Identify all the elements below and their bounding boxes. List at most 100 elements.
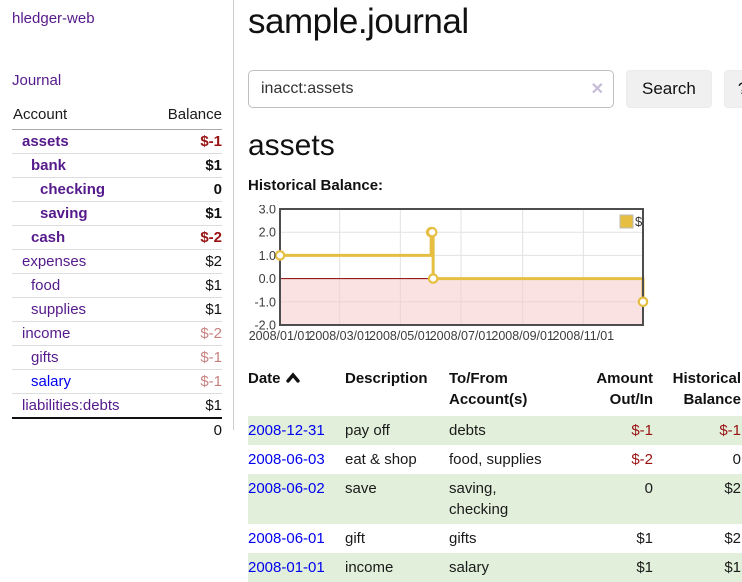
transaction-description: pay off xyxy=(345,416,449,445)
column-header-description: Description xyxy=(345,370,428,387)
transaction-accounts: debts xyxy=(449,416,581,445)
svg-text:2008/05/01: 2008/05/01 xyxy=(369,329,432,343)
sidebar-item-journal[interactable]: Journal xyxy=(12,72,62,89)
help-button[interactable]: ? xyxy=(723,70,742,108)
transaction-amount: $-1 xyxy=(581,416,661,445)
search-input[interactable] xyxy=(248,70,614,108)
sidebar-account-cash[interactable]: cash xyxy=(31,229,66,246)
transaction-description: eat & shop xyxy=(345,451,417,468)
accounts-total-row: 0 xyxy=(12,417,222,442)
svg-text:$: $ xyxy=(635,214,643,229)
transaction-balance: $-1 xyxy=(661,416,742,445)
sidebar-divider xyxy=(233,0,234,430)
transactions-body: 2008-12-31 pay off debts $-1 $-1 2008-06-03 ea… xyxy=(248,416,742,582)
account-balance: $1 xyxy=(150,297,222,322)
sidebar-account-supplies[interactable]: supplies xyxy=(31,301,87,318)
account-row: liabilities:debts $1 xyxy=(12,393,222,419)
app-title-link[interactable]: hledger-web xyxy=(12,10,95,27)
spacer-cell xyxy=(12,417,151,442)
clear-search-icon[interactable]: ✕ xyxy=(590,81,604,98)
svg-text:-1.0: -1.0 xyxy=(254,295,276,309)
transaction-date-cell: 2008-06-03 xyxy=(248,445,345,474)
chart-canvas[interactable]: $3.0 2.0 1.0 0.0 -1.0 -2.02008/01/012008/03/0… xyxy=(248,203,718,345)
main-content: sample.journal ✕ Search ? assets Histori… xyxy=(248,0,742,582)
transaction-date-link[interactable]: 2008-06-03 xyxy=(248,451,325,468)
transactions-header-row: Date Description To/From Account(s) Amount Ou… xyxy=(248,366,742,416)
transaction-date-link[interactable]: 2008-06-02 xyxy=(248,480,325,497)
svg-text:0.0: 0.0 xyxy=(259,272,276,286)
transaction-accounts: salary xyxy=(449,553,581,582)
svg-text:2008/07/01: 2008/07/01 xyxy=(430,329,493,343)
transaction-accounts: gifts xyxy=(449,530,477,547)
transaction-description: save xyxy=(345,474,449,524)
sidebar-account-saving[interactable]: saving xyxy=(40,205,88,222)
svg-text:2008/03/01: 2008/03/01 xyxy=(308,329,371,343)
transaction-description: gift xyxy=(345,530,366,547)
svg-text:2.0: 2.0 xyxy=(259,226,276,240)
search-box: ✕ xyxy=(248,70,614,108)
balance-chart[interactable]: $3.0 2.0 1.0 0.0 -1.0 -2.0 2008/01/01 2008/03/0… xyxy=(248,203,742,350)
svg-text:-2.0: -2.0 xyxy=(254,319,276,333)
account-row: checking 0 xyxy=(12,177,222,202)
transaction-description: income xyxy=(345,553,449,582)
sidebar-account-checking[interactable]: checking xyxy=(40,181,106,198)
column-header-amount-out/in: Amount Out/In xyxy=(596,370,653,408)
transaction-row: 2008-06-02 save saving, checking 0 $2 xyxy=(248,474,742,524)
transaction-amount: $-2 xyxy=(631,451,653,468)
sidebar: hledger-web Journal Account Balance asse… xyxy=(0,0,233,442)
accounts-table-body: assets $-1 bank $1 checking 0 saving $1 cash $-2 e… xyxy=(12,129,222,419)
transaction-row: 2008-12-31 pay off debts $-1 $-1 xyxy=(248,416,742,445)
search-button[interactable]: Search xyxy=(626,70,712,108)
column-header-date[interactable]: Date xyxy=(248,366,345,416)
accounts-table-header: Account Balance xyxy=(12,103,222,130)
sidebar-account-assets[interactable]: assets xyxy=(22,133,69,150)
transaction-date-link[interactable]: 2008-06-01 xyxy=(248,530,325,547)
transaction-balance: $2 xyxy=(661,474,742,524)
search-form: ✕ Search ? xyxy=(248,70,742,108)
account-balance: $-1 xyxy=(150,129,222,154)
account-balance: 0 xyxy=(150,177,222,202)
svg-text:2008/01/01: 2008/01/01 xyxy=(249,329,312,343)
transaction-accounts: saving, checking xyxy=(449,474,581,524)
account-heading: assets xyxy=(248,129,335,162)
account-balance: $2 xyxy=(150,249,222,274)
transaction-date-cell: 2008-06-01 xyxy=(248,524,345,553)
transaction-date-cell: 2008-06-02 xyxy=(248,474,345,524)
transaction-date-link[interactable]: 2008-01-01 xyxy=(248,559,325,576)
sidebar-account-liabilities-debts[interactable]: liabilities:debts xyxy=(22,397,120,414)
svg-text:2008/11/01: 2008/11/01 xyxy=(553,329,615,343)
transaction-accounts: food, supplies xyxy=(449,451,542,468)
account-balance: $1 xyxy=(150,393,222,419)
transaction-row: 2008-06-03 eat & shop food, supplies $-2 0 xyxy=(248,445,742,474)
accounts-table: Account Balance assets $-1 bank $1 checking 0… xyxy=(12,103,222,442)
transaction-date-cell: 2008-01-01 xyxy=(248,553,345,582)
svg-text:2008/09/01: 2008/09/01 xyxy=(491,329,554,343)
sidebar-account-food[interactable]: food xyxy=(31,277,61,294)
account-row: expenses $2 xyxy=(12,249,222,274)
transaction-balance: 0 xyxy=(732,451,741,468)
sidebar-account-expenses[interactable]: expenses xyxy=(22,253,87,270)
account-balance: $-2 xyxy=(150,321,222,346)
transaction-balance: $2 xyxy=(724,530,741,547)
sidebar-account-income[interactable]: income xyxy=(22,325,71,342)
account-balance: $-1 xyxy=(150,345,222,370)
sidebar-account-bank[interactable]: bank xyxy=(31,157,67,174)
account-row: assets $-1 xyxy=(12,129,222,154)
transaction-amount: 0 xyxy=(581,474,661,524)
page-title: sample.journal xyxy=(248,2,469,41)
sort-ascending-icon[interactable] xyxy=(285,368,300,389)
transaction-date-link[interactable]: 2008-12-31 xyxy=(248,422,325,439)
account-row: supplies $1 xyxy=(12,297,222,322)
column-header-historical-balance: Historical Balance xyxy=(672,370,741,408)
sidebar-account-salary[interactable]: salary xyxy=(31,373,72,390)
account-row: gifts $-1 xyxy=(12,345,222,370)
account-balance: $-1 xyxy=(150,369,222,394)
account-column-header: Account xyxy=(12,103,151,130)
account-row: bank $1 xyxy=(12,153,222,178)
balance-column-header: Balance xyxy=(150,103,222,130)
sidebar-account-gifts[interactable]: gifts xyxy=(31,349,59,366)
column-header-to/from-account-s-: To/From Account(s) xyxy=(449,370,528,408)
account-balance: $1 xyxy=(150,153,222,178)
transaction-row: 2008-06-01 gift gifts $1 $2 xyxy=(248,524,742,553)
